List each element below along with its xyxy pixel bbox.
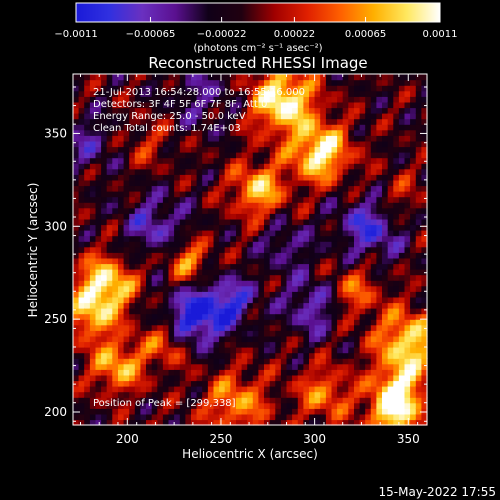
plot-frame [72,73,428,426]
annotation-time-range: 21-Jul-2013 16:54:28.000 to 16:55:16.000 [93,87,305,98]
y-tick-label: 350 [44,126,67,140]
x-tick-label: 300 [303,432,326,446]
x-tick-label: 200 [116,432,139,446]
colorbar-tick-label: −0.00022 [197,29,247,40]
chart-title: Reconstructed RHESSI Image [148,54,367,72]
annotation-clean-counts: Clean Total counts: 1.74E+03 [93,123,241,134]
colorbar-tick-label: 0.00065 [345,29,386,40]
x-tick-label: 250 [210,432,233,446]
x-axis-label: Heliocentric X (arcsec) [182,447,318,461]
timestamp: 15-May-2022 17:55 [379,485,496,499]
colorbar-unit-label: (photons cm⁻² s⁻¹ asec⁻²) [193,43,322,54]
y-tick-label: 200 [44,405,67,419]
annotation-energy-range: Energy Range: 25.0 - 50.0 keV [93,111,246,122]
y-tick-label: 300 [44,219,67,233]
x-tick-label: 350 [397,432,420,446]
y-tick-label: 250 [44,312,67,326]
annotation-peak-position: Position of Peak = [299,338] [93,398,236,409]
annotation-detectors: Detectors: 3F 4F 5F 6F 7F 8F, Att 0 [93,99,267,110]
colorbar-tick-label: 0.00022 [274,29,315,40]
colorbar [75,2,441,23]
colorbar-tick-label: −0.00065 [126,29,176,40]
heatmap-image [73,74,428,426]
colorbar-tick-label: 0.0011 [423,29,458,40]
colorbar-tick-label: −0.0011 [54,29,97,40]
y-axis-label: Heliocentric Y (arcsec) [26,183,40,318]
